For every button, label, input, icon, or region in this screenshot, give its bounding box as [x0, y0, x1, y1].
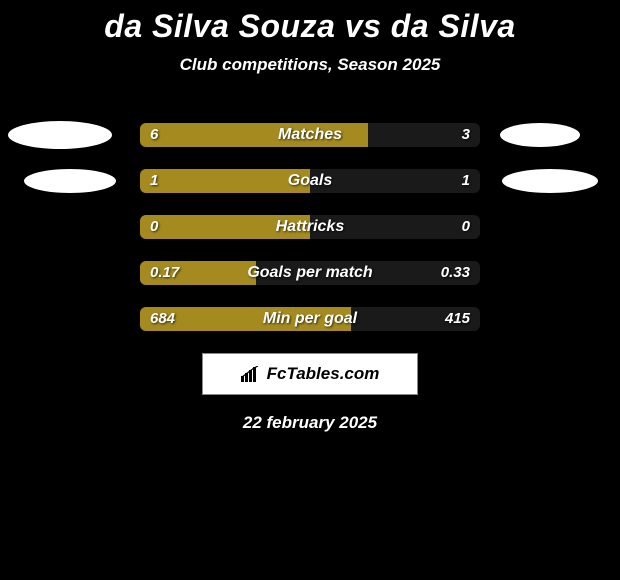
stat-value-right: 1 [462, 169, 470, 193]
stat-bar: 684Min per goal415 [140, 307, 480, 331]
stat-rows: 6Matches3 1Goals1 0Hattricks0 0.17Goals per… [0, 123, 620, 331]
stat-value-right: 3 [462, 123, 470, 147]
player-dot-left [24, 169, 116, 193]
stat-label: Goals per match [140, 261, 480, 285]
player-dot-right [500, 123, 580, 147]
stat-label: Min per goal [140, 307, 480, 331]
stat-row: 6Matches3 [0, 123, 620, 147]
stat-bar: 1Goals1 [140, 169, 480, 193]
page-subtitle: Club competitions, Season 2025 [0, 55, 620, 75]
logo: FcTables.com [241, 364, 380, 384]
stat-label: Goals [140, 169, 480, 193]
stat-bar: 0Hattricks0 [140, 215, 480, 239]
stat-value-right: 0 [462, 215, 470, 239]
stat-value-right: 0.33 [441, 261, 470, 285]
stat-label: Hattricks [140, 215, 480, 239]
stat-bar: 6Matches3 [140, 123, 480, 147]
stat-row: 0.17Goals per match0.33 [0, 261, 620, 285]
stat-label: Matches [140, 123, 480, 147]
bars-icon [241, 366, 263, 382]
stat-bar: 0.17Goals per match0.33 [140, 261, 480, 285]
stat-row: 1Goals1 [0, 169, 620, 193]
date-text: 22 february 2025 [0, 413, 620, 433]
player-dot-left [8, 121, 112, 149]
page-title: da Silva Souza vs da Silva [0, 0, 620, 45]
stat-row: 0Hattricks0 [0, 215, 620, 239]
stat-row: 684Min per goal415 [0, 307, 620, 331]
logo-text: FcTables.com [267, 364, 380, 384]
player-dot-right [502, 169, 598, 193]
logo-box: FcTables.com [202, 353, 418, 395]
comparison-infographic: da Silva Souza vs da Silva Club competit… [0, 0, 620, 580]
stat-value-right: 415 [445, 307, 470, 331]
